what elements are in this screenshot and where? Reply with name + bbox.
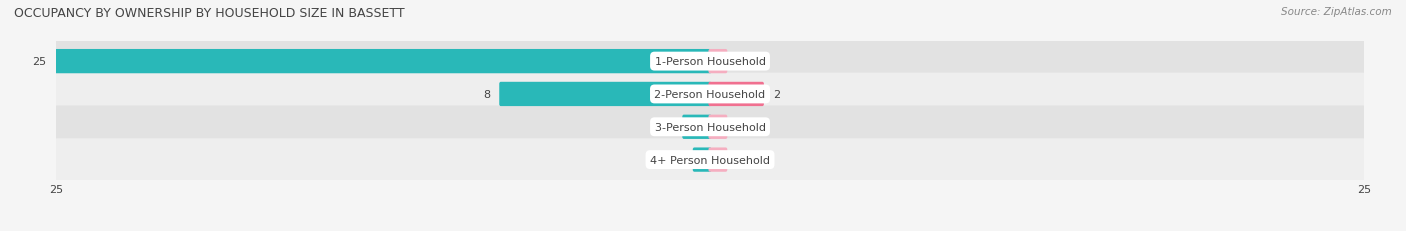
Text: 0: 0: [737, 57, 744, 67]
FancyBboxPatch shape: [51, 139, 1369, 181]
Text: OCCUPANCY BY OWNERSHIP BY HOUSEHOLD SIZE IN BASSETT: OCCUPANCY BY OWNERSHIP BY HOUSEHOLD SIZE…: [14, 7, 405, 20]
Text: 1-Person Household: 1-Person Household: [655, 57, 765, 67]
FancyBboxPatch shape: [51, 106, 1369, 149]
FancyBboxPatch shape: [709, 50, 727, 74]
FancyBboxPatch shape: [682, 115, 711, 139]
FancyBboxPatch shape: [709, 115, 727, 139]
Text: 3-Person Household: 3-Person Household: [655, 122, 765, 132]
FancyBboxPatch shape: [51, 41, 1369, 83]
Text: 0: 0: [737, 155, 744, 165]
Text: 2: 2: [773, 90, 780, 100]
FancyBboxPatch shape: [709, 82, 763, 107]
Text: Source: ZipAtlas.com: Source: ZipAtlas.com: [1281, 7, 1392, 17]
FancyBboxPatch shape: [55, 50, 711, 74]
Text: 1: 1: [666, 122, 673, 132]
FancyBboxPatch shape: [51, 73, 1369, 116]
Text: 0: 0: [676, 155, 683, 165]
Text: 8: 8: [484, 90, 491, 100]
Text: 0: 0: [737, 122, 744, 132]
FancyBboxPatch shape: [499, 82, 711, 107]
FancyBboxPatch shape: [693, 148, 711, 172]
Text: 25: 25: [32, 57, 46, 67]
Text: 2-Person Household: 2-Person Household: [654, 90, 766, 100]
Text: 4+ Person Household: 4+ Person Household: [650, 155, 770, 165]
FancyBboxPatch shape: [709, 148, 727, 172]
